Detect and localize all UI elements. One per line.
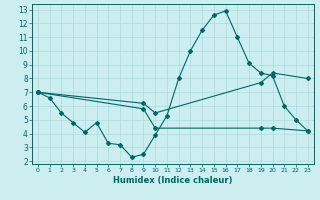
- X-axis label: Humidex (Indice chaleur): Humidex (Indice chaleur): [113, 176, 233, 185]
